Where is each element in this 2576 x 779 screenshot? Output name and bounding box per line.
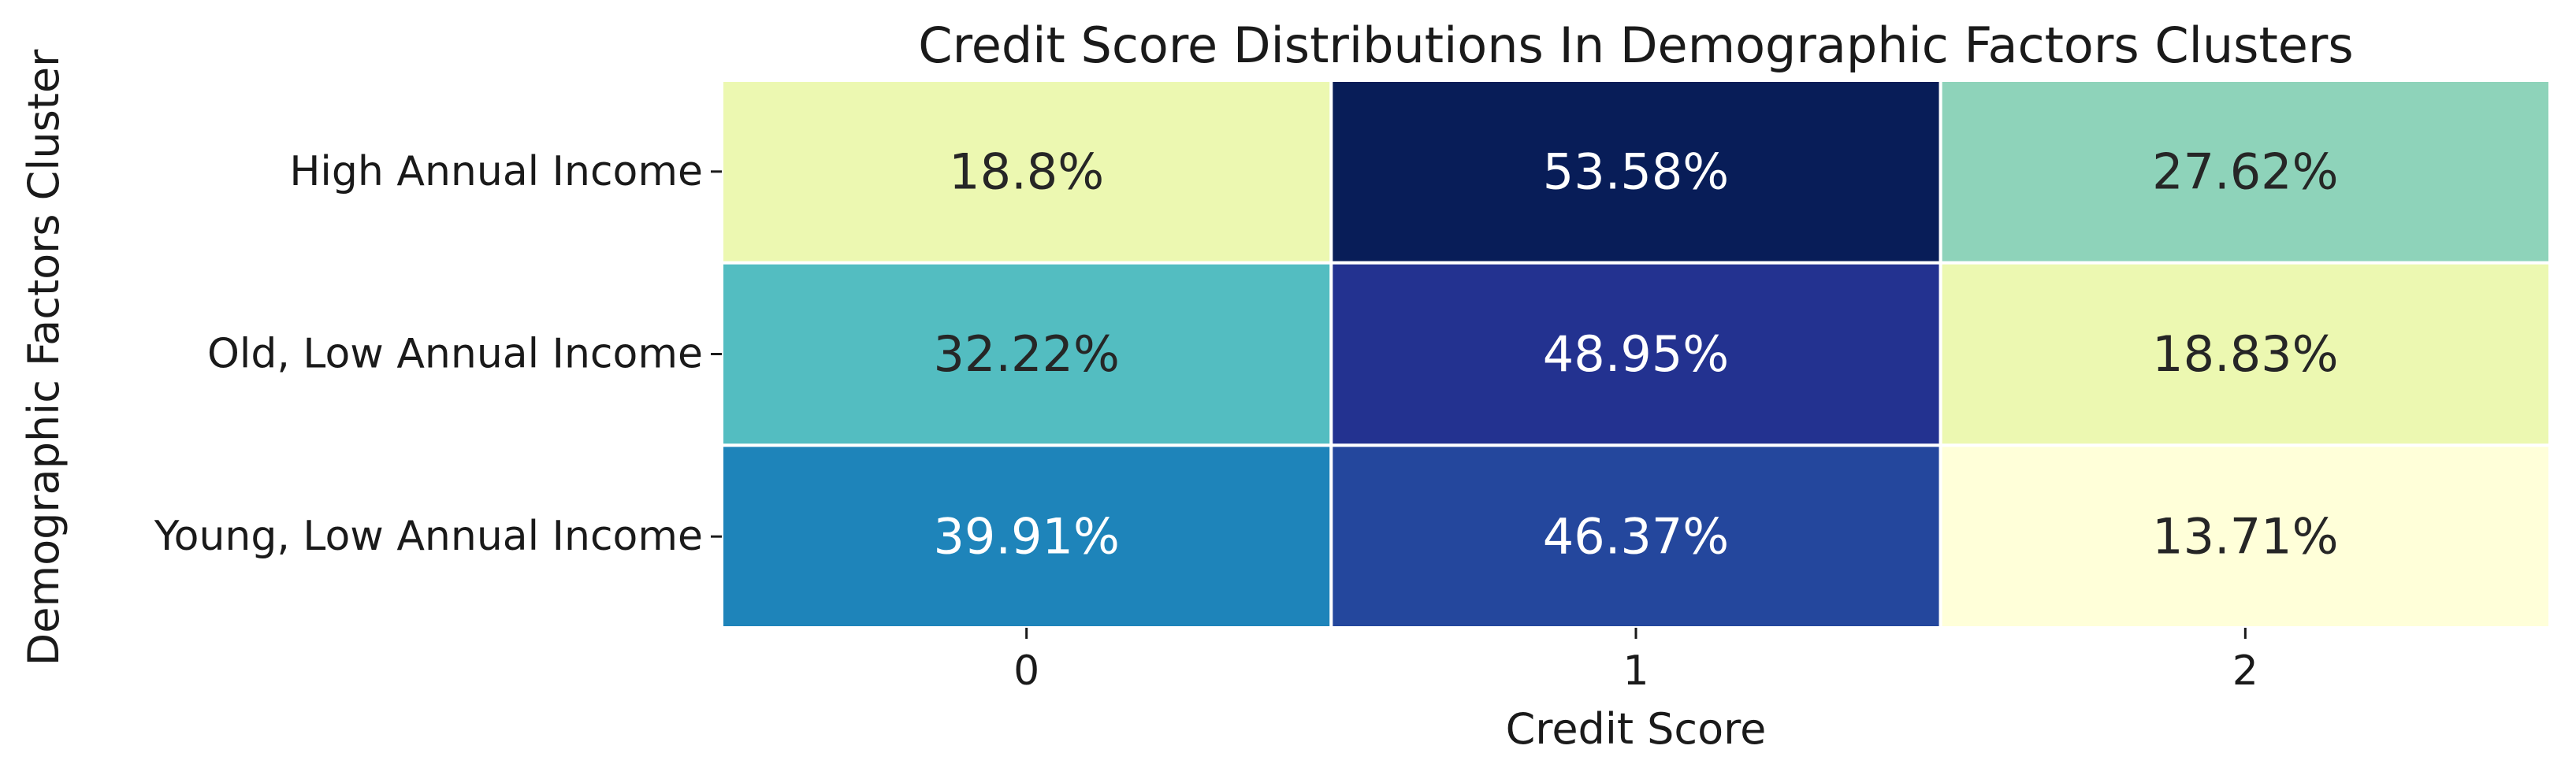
cell-value-label-r1-c0: 32.22%: [933, 325, 1119, 383]
cell-value-label-r2-c0: 39.91%: [933, 508, 1119, 566]
chart-title: Credit Score Distributions In Demographi…: [918, 17, 2353, 74]
y-axis-title: Demographic Factors Cluster: [19, 49, 69, 666]
x-tick-label-2: 2: [2232, 647, 2258, 695]
x-tick-label-1: 1: [1623, 647, 1649, 695]
cell-value-label-r0-c1: 53.58%: [1543, 143, 1729, 200]
cell-value-label-r1-c1: 48.95%: [1543, 325, 1729, 383]
heatmap-cells: 18.8% 53.58% 27.62% 32.22% 48.95% 18.83% 39.91…: [720, 79, 2552, 629]
cell-value-label-r0-c0: 18.8%: [949, 143, 1104, 200]
x-tick-label-0: 0: [1013, 647, 1039, 695]
heatmap-cell-r0-c0: [720, 79, 1333, 265]
y-tick-label-0: High Annual Income: [289, 148, 703, 195]
y-axis-ticks: High Annual Income Old, Low Annual Income…: [154, 148, 722, 560]
y-tick-label-1: Old, Low Annual Income: [207, 331, 703, 378]
cell-value-label-r1-c2: 18.83%: [2152, 325, 2338, 383]
heatmap-cell-r1-c2: [1939, 261, 2552, 447]
cell-value-label-r2-c2: 13.71%: [2152, 508, 2338, 566]
x-axis-title: Credit Score: [1506, 704, 1767, 754]
heatmap-cell-r0-c1: [1329, 79, 1942, 265]
y-tick-label-2: Young, Low Annual Income: [154, 513, 703, 560]
heatmap-cell-r2-c1: [1329, 443, 1942, 629]
x-axis-ticks: 0 1 2: [1013, 628, 2258, 695]
heatmap-cell-r1-c1: [1329, 261, 1942, 447]
cell-value-label-r0-c2: 27.62%: [2152, 143, 2338, 200]
heatmap-cell-r0-c2: [1939, 79, 2552, 265]
cell-value-label-r2-c1: 46.37%: [1543, 508, 1729, 566]
heatmap-cell-r1-c0: [720, 261, 1333, 447]
